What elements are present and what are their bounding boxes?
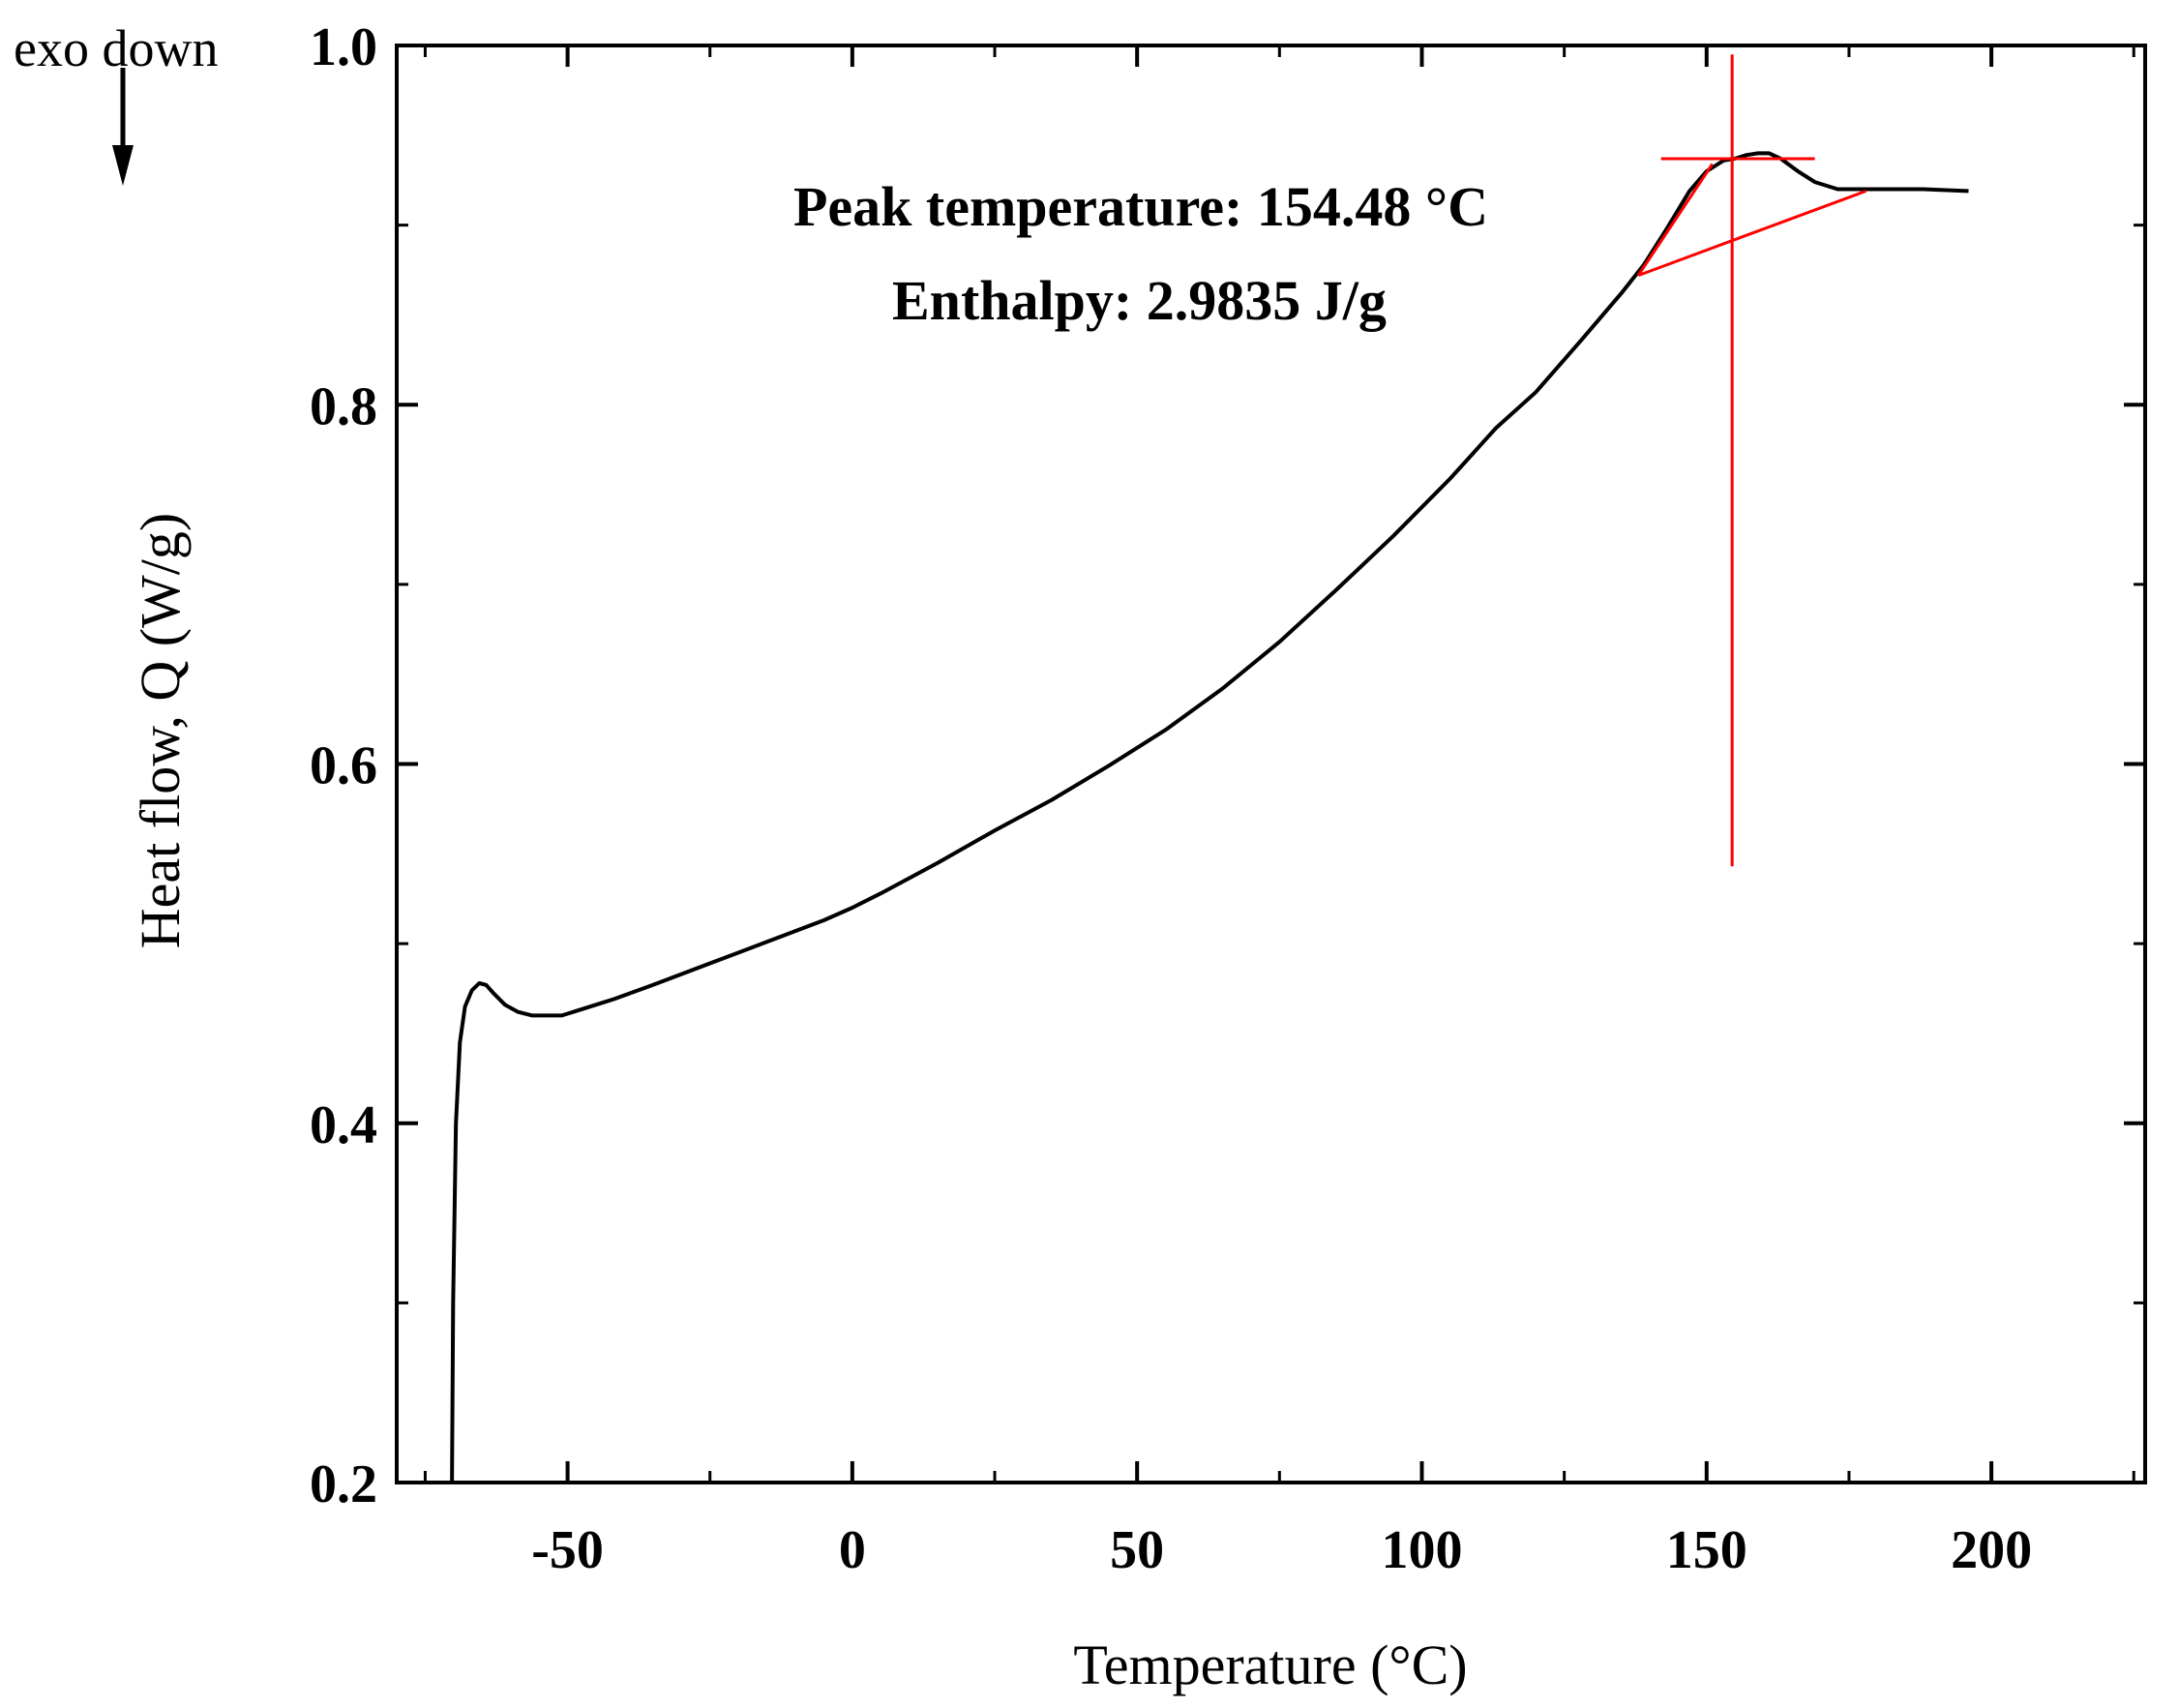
integration-baseline xyxy=(1637,189,1867,278)
x-tick-label: -50 xyxy=(531,1520,604,1580)
onset-tangent-line xyxy=(1636,163,1714,277)
exo-down-arrow-icon xyxy=(112,68,134,186)
exo-direction-label: exo down xyxy=(14,19,218,77)
y-tick-label: 0.8 xyxy=(310,376,377,436)
x-axis-title: Temperature (°C) xyxy=(1073,1633,1467,1696)
peak-analysis-markers xyxy=(1636,54,1867,867)
y-axis-title: Heat flow, Q (W/g) xyxy=(129,513,192,948)
x-tick-label: 200 xyxy=(1951,1520,2032,1580)
x-tick-label: 100 xyxy=(1381,1520,1462,1580)
heat-flow-curve xyxy=(450,151,1969,1483)
y-tick-label: 0.4 xyxy=(310,1095,377,1155)
enthalpy-label: Enthalpy: 2.9835 J/g xyxy=(892,269,1387,332)
x-tick-label: 150 xyxy=(1666,1520,1747,1580)
x-tick-label: 50 xyxy=(1110,1520,1164,1580)
plot-frame xyxy=(395,44,2147,1484)
y-tick-label: 0.2 xyxy=(310,1454,377,1514)
y-tick-label: 0.6 xyxy=(310,736,377,796)
peak-temperature-label: Peak temperature: 154.48 °C xyxy=(793,175,1488,238)
y-tick-label: 1.0 xyxy=(310,17,377,77)
x-tick-label: 0 xyxy=(839,1520,866,1580)
x-axis-ticks: -50 0 50 100 150 200 xyxy=(423,45,2135,1580)
y-axis-ticks: 0.2 0.4 0.6 0.8 1.0 xyxy=(310,17,2145,1514)
